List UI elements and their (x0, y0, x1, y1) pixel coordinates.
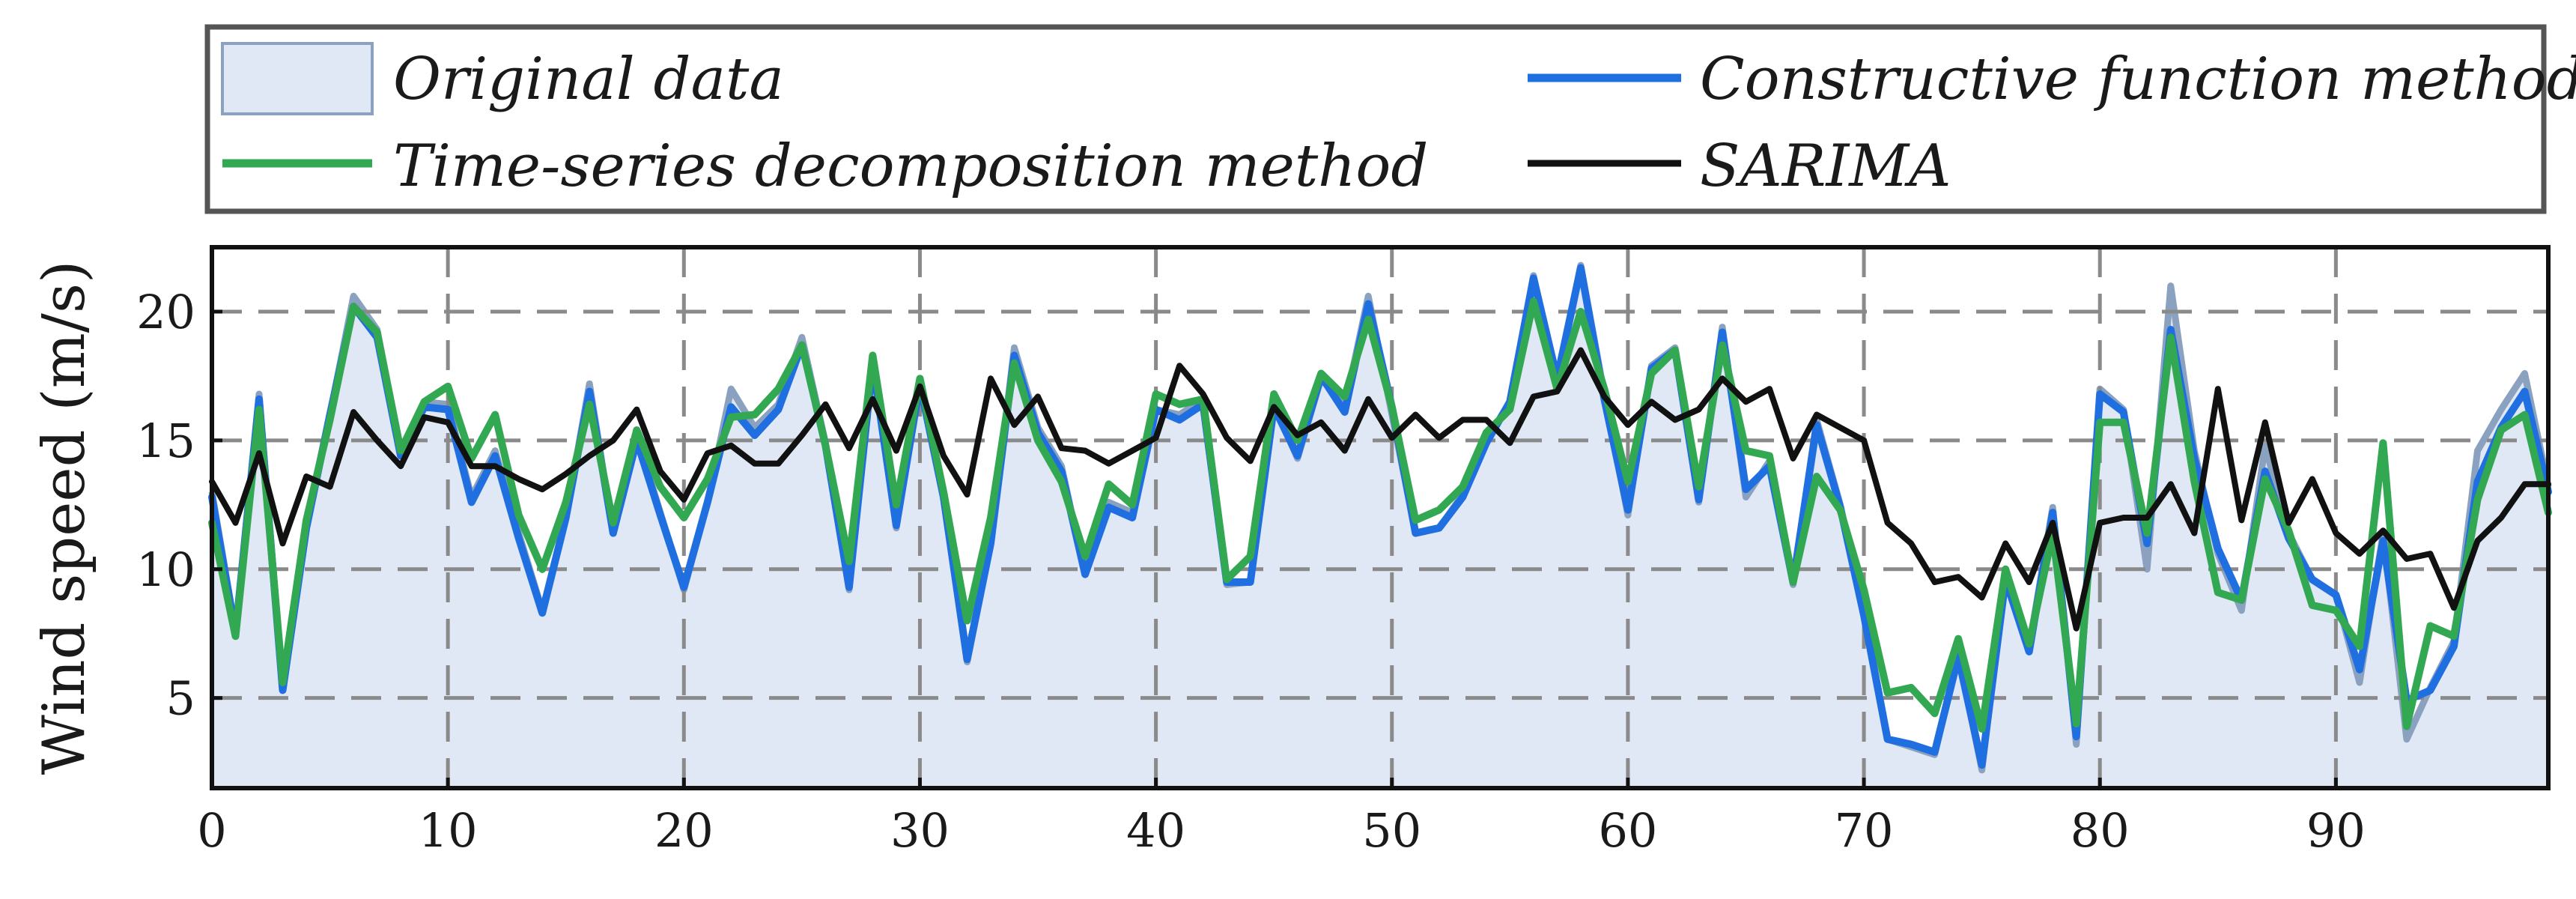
series-area-original-data-fill (212, 265, 2548, 789)
legend-frame (204, 24, 2547, 214)
x-tick-label-50: 50 (1362, 803, 1421, 858)
y-tick-label-5: 5 (166, 671, 195, 726)
tick-layer: 0 10 20 30 40 50 60 70 80 90 5 10 15 20 (136, 285, 2366, 858)
legend: Original data Constructive function meth… (204, 24, 2576, 214)
y-tick-label-15: 15 (136, 414, 195, 468)
y-tick-label-20: 20 (136, 285, 195, 339)
series-line-sarima (209, 347, 2551, 632)
x-tick-label-0: 0 (197, 803, 226, 858)
x-tick-label-70: 70 (1835, 803, 1894, 858)
x-tick-label-10: 10 (419, 803, 478, 858)
x-tick-label-60: 60 (1598, 803, 1657, 858)
legend-label-original-data: Original data (393, 46, 784, 113)
x-tick-label-90: 90 (2306, 803, 2366, 858)
legend-label-constructive-function-method: Constructive function method (1700, 46, 2576, 113)
y-axis-title: Wind speed (m/s) (31, 261, 98, 775)
x-tick-label-30: 30 (890, 803, 950, 858)
series-line-time-series-decomposition-method (208, 297, 2552, 733)
x-tick-label-20: 20 (654, 803, 714, 858)
plot-frame (210, 245, 2551, 790)
plot-area: 0 10 20 30 40 50 60 70 80 90 5 10 15 20 (136, 245, 2552, 858)
legend-label-sarima: SARIMA (1700, 133, 1951, 200)
x-tick-label-40: 40 (1126, 803, 1185, 858)
x-tick-label-80: 80 (2071, 803, 2130, 858)
legend-swatch-original-data (221, 42, 374, 115)
legend-label-time-series-decomposition-method: Time-series decomposition method (393, 133, 1428, 200)
y-tick-label-10: 10 (136, 542, 195, 597)
series-layer (208, 264, 2552, 769)
